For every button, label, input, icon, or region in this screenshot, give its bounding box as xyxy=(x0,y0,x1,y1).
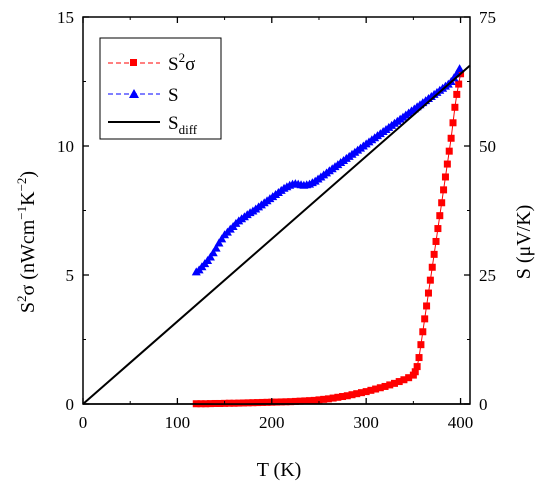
x-axis-label: T (K) xyxy=(257,459,302,481)
y-tick-label-right: 50 xyxy=(479,137,496,156)
y-tick-label-left: 0 xyxy=(66,395,75,414)
y-tick-label-left: 5 xyxy=(66,266,75,285)
sdiff-line xyxy=(82,64,471,405)
x-tick-label: 0 xyxy=(79,413,88,432)
y-tick-label-right: 75 xyxy=(479,8,496,27)
s2sigma-line xyxy=(196,73,462,405)
y-tick-label-right: 25 xyxy=(479,266,496,285)
legend-marker-s2sigma xyxy=(130,59,137,66)
x-tick-label: 100 xyxy=(165,413,191,432)
x-tick-label: 400 xyxy=(448,413,474,432)
y-axis-label-right: S (μV/K) xyxy=(513,205,535,280)
s2sigma-markers xyxy=(192,70,465,408)
legend-label-sdiff: Sdiff xyxy=(168,113,198,137)
legend-label-s2sigma: S2σ xyxy=(168,50,195,75)
tick-labels: 0 100 200 300 400 0 5 10 15 0 25 50 75 xyxy=(57,8,496,432)
y-tick-label-right: 0 xyxy=(479,395,488,414)
y-axis-label-left: S2σ (nWcm−1K−2) xyxy=(14,171,39,313)
axis-ticks xyxy=(82,16,470,405)
s-markers xyxy=(191,64,465,276)
y-tick-label-left: 15 xyxy=(57,8,74,27)
legend-label-s: S xyxy=(168,85,179,106)
x-tick-label: 300 xyxy=(353,413,379,432)
s-line xyxy=(195,68,461,273)
s-point xyxy=(455,64,465,73)
legend-marker-s xyxy=(129,89,139,98)
legend: S2σ S Sdiff xyxy=(99,37,222,140)
x-tick-label: 200 xyxy=(259,413,285,432)
y-tick-label-left: 10 xyxy=(57,137,74,156)
legend-box xyxy=(99,37,222,140)
